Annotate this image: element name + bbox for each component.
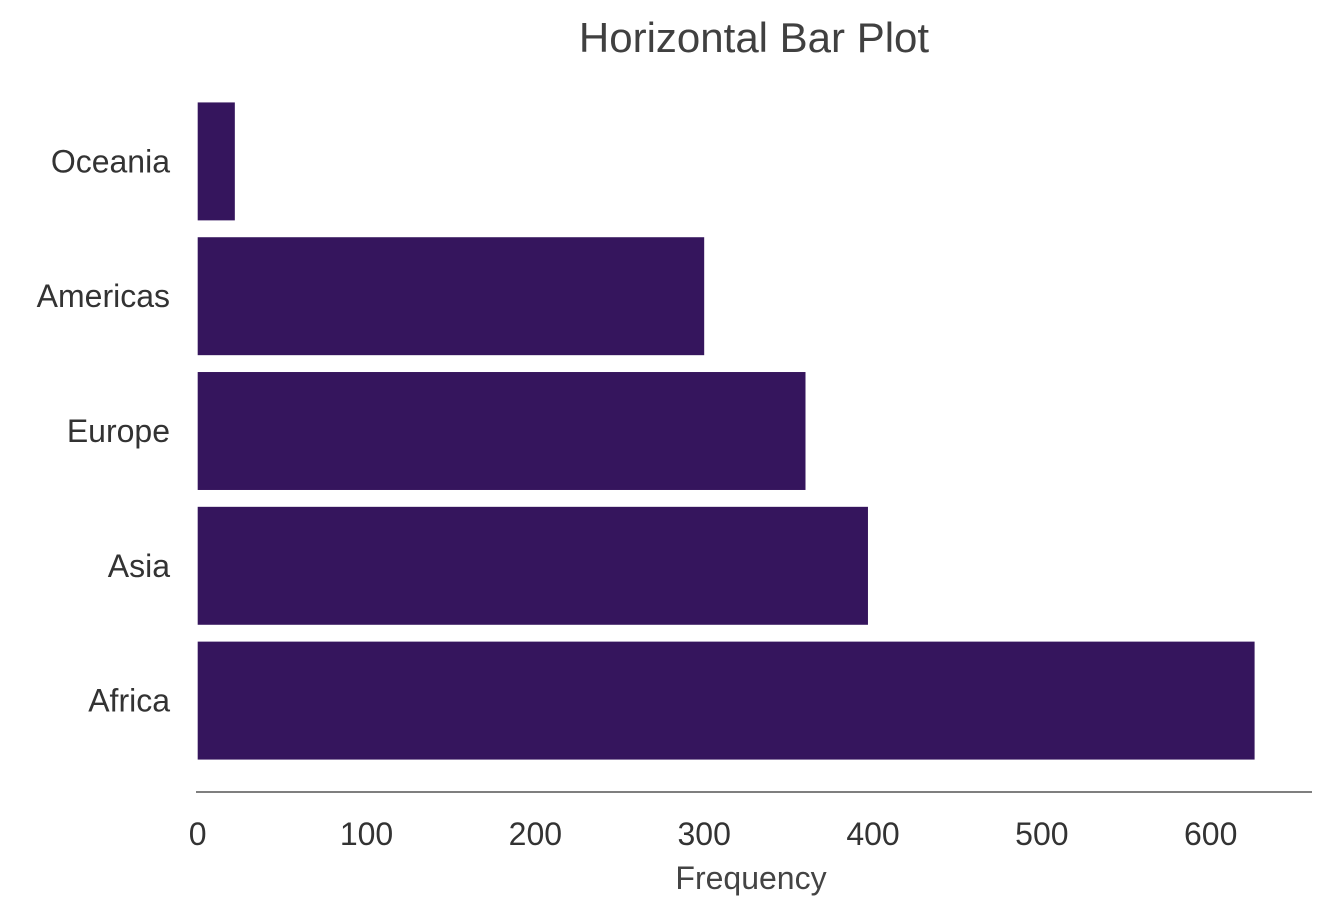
chart-title: Horizontal Bar Plot xyxy=(579,14,929,61)
y-tick-label-asia: Asia xyxy=(108,548,170,584)
x-axis-label: Frequency xyxy=(675,860,826,896)
x-tick-labels: 0 100 200 300 400 500 600 xyxy=(189,816,1238,852)
bars-group xyxy=(197,102,1255,760)
bar-oceania xyxy=(197,102,235,221)
x-tick-label-0: 0 xyxy=(189,816,207,852)
y-tick-label-americas: Americas xyxy=(37,278,170,314)
bar-europe xyxy=(197,372,806,490)
bar-asia xyxy=(197,506,868,625)
x-tick-label-100: 100 xyxy=(340,816,393,852)
bar-americas xyxy=(197,237,705,356)
x-tick-label-600: 600 xyxy=(1184,816,1237,852)
y-tick-label-oceania: Oceania xyxy=(51,143,170,179)
x-tick-label-500: 500 xyxy=(1015,816,1068,852)
x-tick-label-200: 200 xyxy=(509,816,562,852)
y-tick-labels: Africa Asia Europe Americas Oceania xyxy=(37,143,171,718)
bar-africa xyxy=(197,641,1255,760)
x-tick-label-300: 300 xyxy=(677,816,730,852)
x-tick-label-400: 400 xyxy=(846,816,899,852)
y-tick-label-africa: Africa xyxy=(88,683,170,719)
y-tick-label-europe: Europe xyxy=(67,413,170,449)
